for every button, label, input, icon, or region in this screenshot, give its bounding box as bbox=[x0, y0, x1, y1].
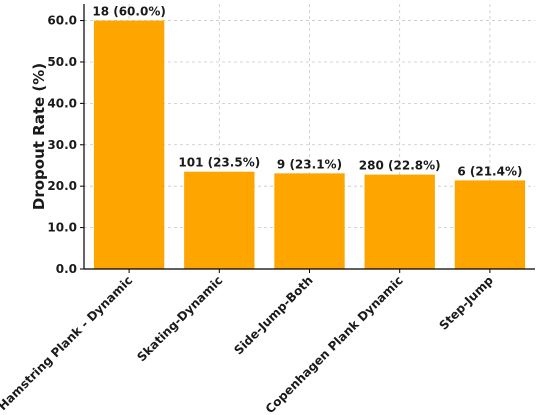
y-tick-label: 40.0 bbox=[47, 96, 77, 110]
x-tick-label: Hamstring Plank - Dynamic bbox=[0, 273, 135, 413]
y-tick-label: 10.0 bbox=[47, 221, 77, 235]
x-tick-label: Side-Jump-Both bbox=[231, 273, 315, 357]
bars bbox=[93, 20, 526, 269]
bar-value-label: 18 (60.0%) bbox=[92, 5, 165, 19]
y-tick-label: 20.0 bbox=[47, 179, 77, 193]
bar bbox=[454, 180, 526, 269]
bar bbox=[274, 173, 345, 269]
x-tick-label: Skating-Dynamic bbox=[134, 273, 225, 364]
y-tick-label: 60.0 bbox=[47, 14, 77, 28]
x-axis-ticks: Hamstring Plank - Dynamic Skating-Dynamic… bbox=[0, 269, 496, 415]
y-tick-label: 0.0 bbox=[56, 262, 77, 276]
bar-value-label: 101 (23.5%) bbox=[178, 156, 260, 170]
y-tick-label: 30.0 bbox=[47, 138, 77, 152]
bar bbox=[93, 20, 165, 269]
bar bbox=[184, 171, 255, 269]
bar-value-label: 9 (23.1%) bbox=[277, 157, 342, 171]
x-tick-label: Step-Jump bbox=[436, 273, 496, 333]
y-tick-label: 50.0 bbox=[47, 55, 77, 69]
y-axis-ticks: 0.0 10.0 20.0 30.0 40.0 50.0 60.0 bbox=[47, 14, 84, 276]
bar-value-label: 280 (22.8%) bbox=[359, 159, 441, 173]
bar bbox=[364, 174, 435, 269]
bar-value-labels: 18 (60.0%) 101 (23.5%) 9 (23.1%) 280 (22.8%… bbox=[92, 5, 522, 179]
y-axis-label: Dropout Rate (%) bbox=[30, 63, 48, 210]
bar-value-label: 6 (21.4%) bbox=[457, 164, 522, 178]
